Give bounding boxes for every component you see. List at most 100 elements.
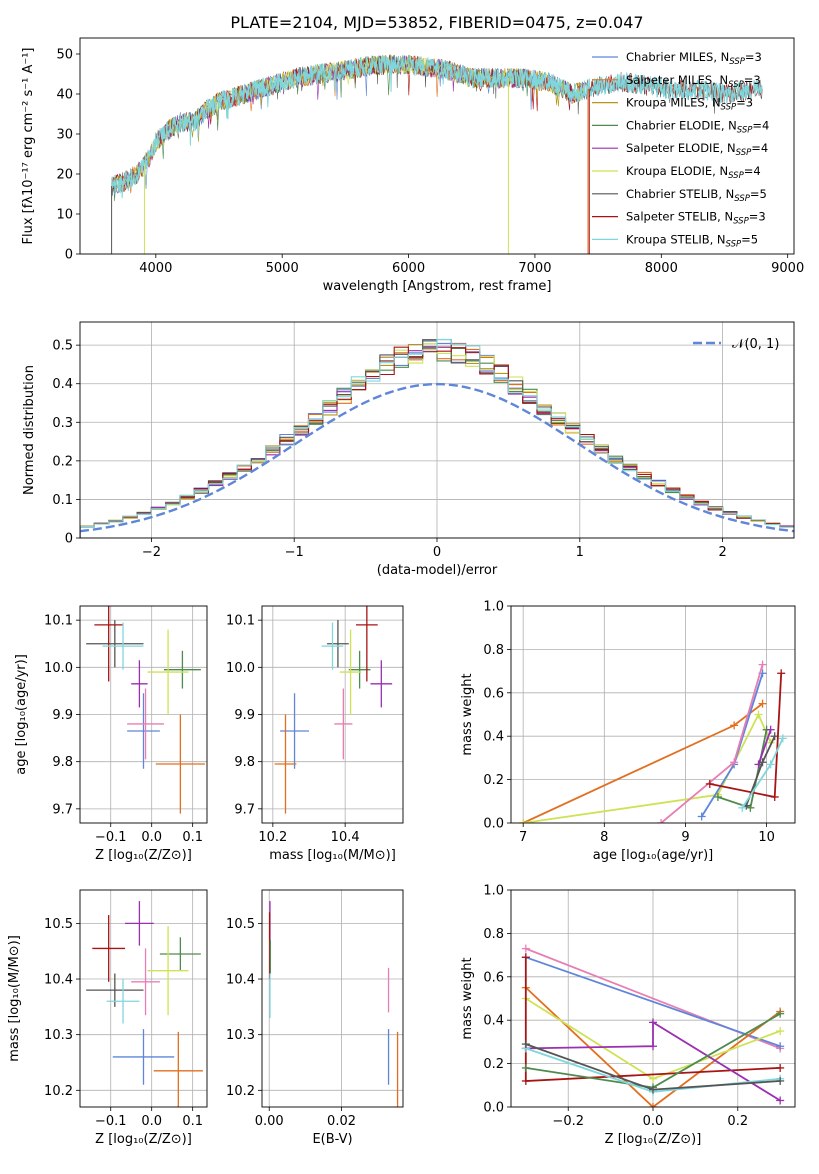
y-tick-label: 10.5 bbox=[226, 917, 255, 932]
x-axis-label: E(B-V) bbox=[312, 1132, 352, 1147]
chart-spectrum: 4000 5000 6000 7000 8000 9000 0 10 20 30 40 50 wavel… bbox=[21, 37, 804, 294]
axes-frame bbox=[79, 321, 795, 539]
plot-area bbox=[511, 606, 795, 823]
errorbar-salpeter-elodie bbox=[131, 660, 148, 708]
errorbar-chabrier-miles bbox=[280, 693, 309, 769]
y-tick-label: 10.5 bbox=[44, 917, 73, 932]
x-axis-label: Z [log₁₀(Z/Z⊙)] bbox=[95, 848, 192, 863]
y-tick-label: 0.3 bbox=[52, 416, 73, 431]
x-tick-label: 6000 bbox=[392, 261, 425, 276]
chart-age-vs-Z: −0.1 0.0 0.1 9.7 9.8 9.9 10.0 10.1 Z [log₁₀(Z/Z⊙… bbox=[14, 605, 208, 863]
errorbar-kroupa-elodie bbox=[339, 629, 362, 715]
legend-label-main: Salpeter STELIB, N bbox=[626, 210, 733, 224]
y-tick-label: 10.1 bbox=[226, 614, 255, 629]
errorbar-salpeter-stelib bbox=[356, 606, 378, 682]
x-tick-label: 4000 bbox=[139, 261, 172, 276]
y-tick-label: 0 bbox=[65, 532, 73, 547]
x-tick-label: −0.1 bbox=[95, 1114, 127, 1129]
errorbar-salpeter-miles bbox=[274, 714, 297, 814]
legend-label: Salpeter STELIB, NSSP=3 bbox=[626, 210, 766, 227]
errorbar-chabrier-stelib bbox=[327, 620, 349, 668]
x-tick-label: −2 bbox=[142, 545, 161, 560]
x-tick-label: 0 bbox=[433, 545, 441, 560]
x-tick-label: 0.2 bbox=[727, 1114, 748, 1129]
x-tick-label: 2 bbox=[718, 545, 726, 560]
y-tick-label: 0.5 bbox=[52, 339, 73, 354]
legend-label-suffix: =3 bbox=[749, 210, 766, 224]
figure-title: PLATE=2104, MJD=53852, FIBERID=0475, z=0… bbox=[230, 13, 643, 32]
weights-chabrier-stelib bbox=[521, 1040, 785, 1094]
legend-label: Chabrier ELODIE, NSSP=4 bbox=[626, 118, 769, 135]
y-tick-label: 50 bbox=[56, 48, 73, 63]
weights-line bbox=[757, 729, 772, 765]
x-tick-label: −1 bbox=[285, 545, 304, 560]
y-axis-label: Normed distribution bbox=[22, 365, 37, 495]
plot-area bbox=[80, 606, 207, 823]
legend-label-suffix: =5 bbox=[741, 232, 758, 246]
legend-label: Kroupa ELODIE, NSSP=4 bbox=[626, 164, 761, 181]
x-tick-label: 0.1 bbox=[182, 1114, 203, 1129]
y-axis-label: mass [log₁₀(M/M⊙)] bbox=[7, 935, 22, 1062]
x-tick-label: −0.1 bbox=[95, 830, 127, 845]
legend-label: Salpeter MILES, NSSP=3 bbox=[626, 73, 761, 90]
x-tick-label: −0.2 bbox=[552, 1114, 584, 1129]
legend-label: Chabrier STELIB, NSSP=5 bbox=[626, 187, 767, 204]
errorbar-kroupa-stelib bbox=[102, 622, 144, 670]
errorbar-kroupa-elodie bbox=[147, 926, 189, 1016]
x-tick-label: 10 bbox=[758, 830, 775, 845]
legend-label: Kroupa MILES, NSSP=3 bbox=[626, 96, 753, 113]
weights-kroupa-stelib bbox=[738, 734, 787, 812]
legend-label-suffix: =4 bbox=[751, 141, 768, 155]
y-tick-label: 0.4 bbox=[52, 377, 73, 392]
y-tick-label: 0.1 bbox=[52, 493, 73, 508]
legend-label-main: Salpeter MILES, N bbox=[626, 73, 728, 87]
y-tick-label: 1.0 bbox=[483, 600, 504, 615]
weights-chabrier-miles bbox=[697, 669, 767, 821]
errorbar-chabrier-stelib bbox=[86, 620, 144, 668]
x-axis-label: Z [log₁₀(Z/Z⊙)] bbox=[605, 1132, 702, 1147]
errorbar-extra bbox=[131, 948, 160, 1016]
y-tick-label: 10.2 bbox=[44, 1084, 73, 1099]
legend-label-main: Chabrier ELODIE, N bbox=[626, 118, 737, 132]
x-tick-label: 8 bbox=[600, 830, 608, 845]
y-tick-label: 9.8 bbox=[52, 755, 73, 770]
errorbar-extra bbox=[334, 688, 353, 760]
y-tick-label: 10.0 bbox=[226, 661, 255, 676]
chart-residuals: −2 −1 0 1 2 0 0.1 0.2 0.3 0.4 0.5 (data-model)/erro… bbox=[22, 321, 795, 578]
y-tick-label: 9.7 bbox=[234, 802, 255, 817]
legend-label: 𝒩(0, 1) bbox=[732, 337, 779, 352]
weights-line bbox=[709, 673, 783, 799]
errorbar-chabrier-elodie bbox=[163, 650, 201, 689]
weights-line bbox=[525, 956, 781, 1048]
legend-label-main: Kroupa ELODIE, N bbox=[626, 164, 728, 178]
legend-label-sub: SSP bbox=[733, 217, 749, 227]
errorbar-salpeter-elodie bbox=[370, 660, 393, 708]
y-tick-label: 9.7 bbox=[52, 802, 73, 817]
legend-label: Chabrier MILES, NSSP=3 bbox=[626, 50, 762, 67]
legend-label-sub: SSP bbox=[737, 125, 753, 135]
errorbar-kroupa-stelib bbox=[106, 979, 140, 1024]
axes-frame bbox=[261, 605, 404, 824]
y-tick-label: 9.9 bbox=[234, 708, 255, 723]
axes-frame bbox=[510, 605, 796, 824]
chart-massweight-vs-age: 7 8 9 10 0.0 0.2 0.4 0.6 0.8 1.0 age [log₁₀(age/yr… bbox=[460, 600, 796, 863]
plot-area bbox=[262, 606, 403, 823]
histogram-kroupa-stelib bbox=[80, 338, 794, 538]
legend-label-sub: SSP bbox=[736, 148, 752, 158]
legend-label-sub: SSP bbox=[726, 239, 742, 249]
y-tick-label: 0 bbox=[65, 248, 73, 263]
legend-label-sub: SSP bbox=[721, 103, 737, 113]
legend-label-main: Kroupa STELIB, N bbox=[626, 232, 726, 246]
y-tick-label: 9.9 bbox=[52, 708, 73, 723]
x-tick-label: 9 bbox=[681, 830, 689, 845]
y-tick-label: 10.1 bbox=[44, 614, 73, 629]
x-tick-label: 7 bbox=[519, 830, 527, 845]
spectrum-series-kroupa-stelib bbox=[111, 54, 763, 199]
legend-label-suffix: =4 bbox=[744, 164, 761, 178]
x-tick-label: 0.00 bbox=[255, 1114, 284, 1129]
weights-line bbox=[525, 1020, 781, 1102]
y-tick-label: 0.4 bbox=[483, 730, 504, 745]
x-tick-label: 0.1 bbox=[182, 830, 203, 845]
weights-line bbox=[525, 986, 781, 1107]
y-tick-label: 30 bbox=[56, 128, 73, 143]
